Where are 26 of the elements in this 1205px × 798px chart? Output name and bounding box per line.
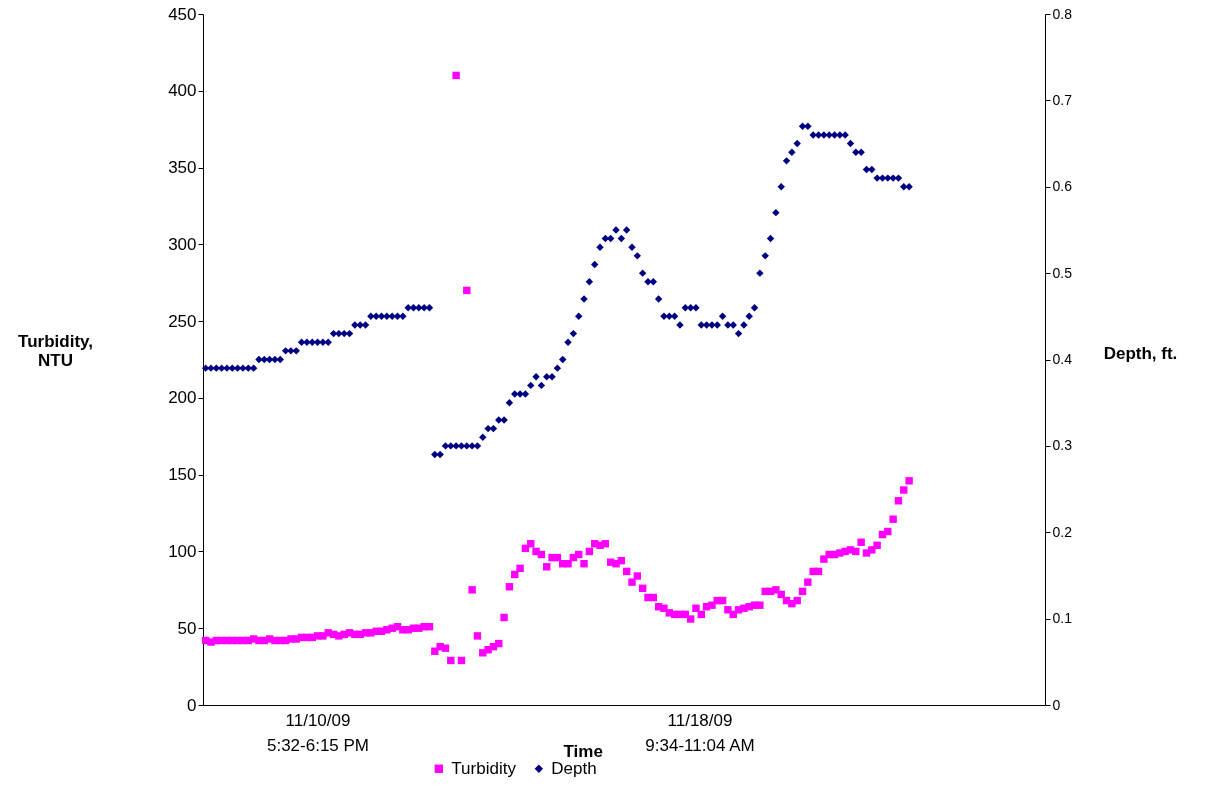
y2-tick-label: 0.8 [1052,5,1073,22]
y-tick-label: 350 [168,158,197,178]
y2-tick-label: 0.1 [1052,610,1073,627]
legend-label: Depth [551,758,597,778]
y2-tick-label: 0.2 [1052,523,1073,540]
y2-tick-label: 0 [1052,696,1061,713]
y2-tick-label: 0.7 [1052,91,1073,108]
y-tick-label: 300 [168,234,197,254]
text: 11/10/09 5:32-6:15 PM [266,711,370,755]
y-tick-label: 400 [168,81,197,101]
x-axis-title: Time [563,741,603,761]
y-tick-label: 200 [168,388,197,408]
y-tick-label: 0 [187,695,197,715]
y-tick-label: 250 [168,311,197,331]
y-axis-title: Turbidity, NTU [18,331,93,370]
text: 11/18/09 9:34-11:04 AM [645,711,755,755]
y2-tick-label: 0.6 [1052,178,1073,195]
y2-tick-label: 0.5 [1052,264,1073,281]
legend-label: Turbidity [451,758,517,778]
y2-tick-label: 0.4 [1052,351,1073,367]
y2-axis-title: Depth, ft. [1103,343,1178,363]
y-tick-label: 50 [177,618,197,638]
y-tick-label: 450 [168,4,197,24]
y-tick-label: 150 [168,465,197,485]
y2-tick-label: 0.3 [1052,437,1073,454]
y-tick-label: 100 [168,541,197,561]
